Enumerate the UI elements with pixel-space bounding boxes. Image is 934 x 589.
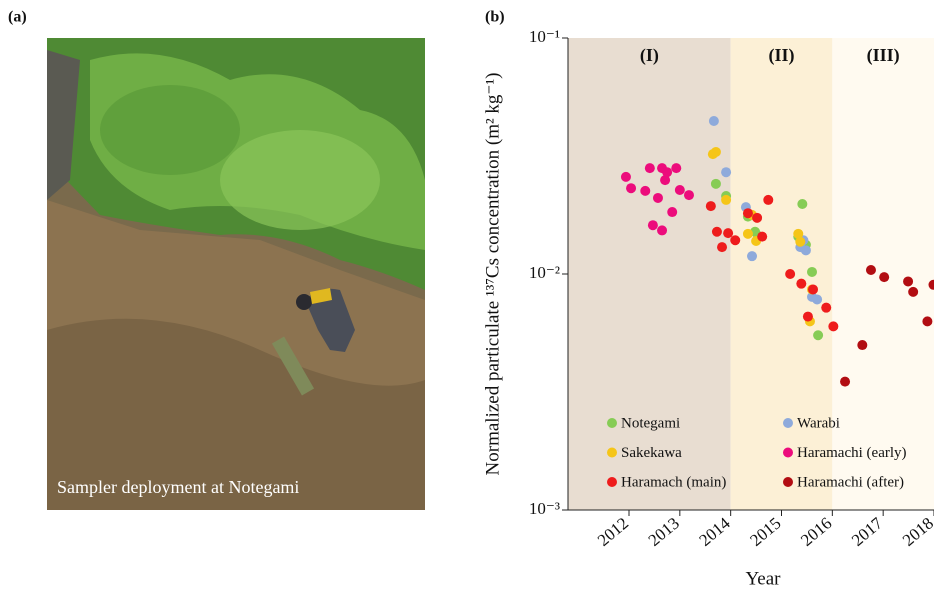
point bbox=[795, 237, 805, 247]
point bbox=[808, 284, 818, 294]
panel-label: (b) bbox=[485, 9, 505, 26]
point bbox=[645, 163, 655, 173]
legend-marker bbox=[607, 477, 617, 487]
point bbox=[721, 167, 731, 177]
point bbox=[711, 179, 721, 189]
legend-marker bbox=[607, 448, 617, 458]
point bbox=[717, 242, 727, 252]
point bbox=[621, 172, 631, 182]
panel-label: (a) bbox=[8, 9, 27, 26]
point bbox=[857, 340, 867, 350]
legend-marker bbox=[783, 448, 793, 458]
x-tick-label: 2014 bbox=[695, 513, 734, 550]
point bbox=[667, 207, 677, 217]
legend-marker bbox=[783, 477, 793, 487]
region-label: (II) bbox=[769, 45, 795, 66]
point bbox=[807, 267, 817, 277]
point bbox=[721, 195, 731, 205]
x-tick-label: 2015 bbox=[746, 514, 784, 550]
point bbox=[671, 163, 681, 173]
point bbox=[813, 330, 823, 340]
region bbox=[568, 38, 731, 510]
point bbox=[723, 228, 733, 238]
legend-label: Sakekawa bbox=[621, 445, 682, 461]
point bbox=[709, 116, 719, 126]
point bbox=[757, 232, 767, 242]
point bbox=[922, 316, 932, 326]
x-tick-label: 2018 bbox=[899, 514, 934, 550]
y-tick-label: 10⁻³ bbox=[529, 499, 560, 518]
legend-label: Haramachi (early) bbox=[797, 445, 907, 461]
figure: (a) (b) Sampler deployment at Notegami (… bbox=[0, 0, 934, 589]
point bbox=[675, 185, 685, 195]
legend-label: Haramachi (after) bbox=[797, 474, 904, 490]
point bbox=[879, 272, 889, 282]
point bbox=[743, 229, 753, 239]
point bbox=[711, 147, 721, 157]
point bbox=[684, 190, 694, 200]
legend-label: Notegami bbox=[621, 415, 680, 431]
point bbox=[796, 279, 806, 289]
point bbox=[747, 251, 757, 261]
point bbox=[828, 321, 838, 331]
legend-label: Haramach (main) bbox=[621, 474, 726, 490]
point bbox=[763, 195, 773, 205]
legend-marker bbox=[607, 418, 617, 428]
point bbox=[903, 276, 913, 286]
point bbox=[812, 294, 822, 304]
x-tick-label: 2013 bbox=[645, 514, 683, 550]
x-tick-label: 2017 bbox=[848, 513, 887, 550]
point bbox=[743, 208, 753, 218]
point bbox=[662, 167, 672, 177]
photo-caption: Sampler deployment at Notegami bbox=[57, 477, 299, 497]
y-tick-label: 10⁻² bbox=[529, 263, 560, 282]
x-tick-label: 2016 bbox=[797, 514, 835, 550]
point bbox=[803, 312, 813, 322]
point bbox=[908, 287, 918, 297]
legend-marker bbox=[783, 418, 793, 428]
point bbox=[785, 269, 795, 279]
point bbox=[801, 245, 811, 255]
point bbox=[706, 201, 716, 211]
region-label: (I) bbox=[640, 45, 659, 66]
region-label: (III) bbox=[867, 45, 900, 66]
point bbox=[648, 220, 658, 230]
point bbox=[752, 213, 762, 223]
point bbox=[712, 227, 722, 237]
y-axis-label: Normalized particulate ¹³⁷Cs concentrati… bbox=[482, 73, 503, 476]
point bbox=[653, 193, 663, 203]
point bbox=[866, 265, 876, 275]
region bbox=[731, 38, 833, 510]
point bbox=[797, 199, 807, 209]
x-tick-label: 2012 bbox=[594, 514, 632, 550]
point bbox=[821, 303, 831, 313]
point bbox=[640, 186, 650, 196]
point bbox=[626, 183, 636, 193]
x-axis-label: Year bbox=[745, 568, 781, 589]
point bbox=[840, 377, 850, 387]
y-tick-label: 10⁻¹ bbox=[529, 27, 560, 46]
photo: Sampler deployment at Notegami bbox=[47, 38, 425, 510]
point bbox=[657, 225, 667, 235]
point bbox=[730, 235, 740, 245]
legend-label: Warabi bbox=[797, 415, 840, 431]
